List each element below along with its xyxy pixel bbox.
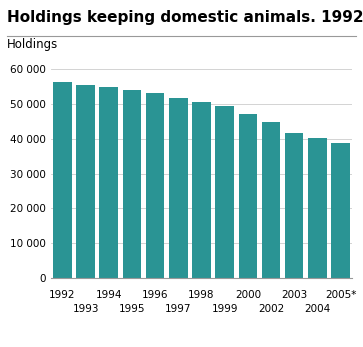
- Text: 2004: 2004: [304, 304, 330, 314]
- Bar: [123, 90, 141, 278]
- Text: 1993: 1993: [72, 304, 99, 314]
- Bar: [99, 87, 118, 278]
- Text: 2002: 2002: [258, 304, 284, 314]
- Text: 1997: 1997: [165, 304, 192, 314]
- Bar: [331, 143, 350, 278]
- Text: 2003: 2003: [281, 290, 307, 300]
- Bar: [76, 85, 95, 278]
- Bar: [53, 82, 72, 278]
- Text: 2005*: 2005*: [325, 290, 356, 300]
- Bar: [192, 102, 211, 278]
- Text: 1998: 1998: [188, 290, 215, 300]
- Text: 1995: 1995: [119, 304, 145, 314]
- Bar: [169, 98, 188, 278]
- Bar: [146, 93, 164, 278]
- Text: 1994: 1994: [95, 290, 122, 300]
- Bar: [308, 138, 327, 278]
- Bar: [285, 133, 303, 278]
- Text: 2000: 2000: [235, 290, 261, 300]
- Text: Holdings keeping domestic animals. 1992-2005*: Holdings keeping domestic animals. 1992-…: [7, 10, 363, 25]
- Text: 1996: 1996: [142, 290, 168, 300]
- Text: Holdings: Holdings: [7, 38, 58, 51]
- Text: 1992: 1992: [49, 290, 76, 300]
- Text: 1999: 1999: [211, 304, 238, 314]
- Bar: [215, 106, 234, 278]
- Bar: [262, 122, 280, 278]
- Bar: [238, 114, 257, 278]
